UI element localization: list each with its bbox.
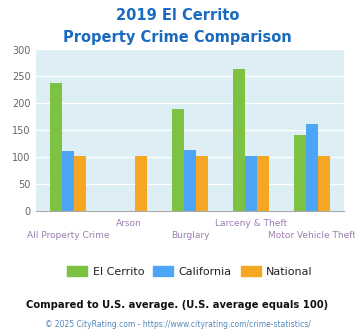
Text: © 2025 CityRating.com - https://www.cityrating.com/crime-statistics/: © 2025 CityRating.com - https://www.city…	[45, 320, 310, 329]
Bar	[233, 69, 245, 211]
Bar	[135, 156, 147, 211]
Bar	[171, 109, 184, 211]
Bar	[294, 135, 306, 211]
Bar	[318, 156, 330, 211]
Bar	[62, 151, 74, 211]
Text: Arson: Arson	[116, 219, 142, 228]
Bar	[306, 124, 318, 211]
Text: Compared to U.S. average. (U.S. average equals 100): Compared to U.S. average. (U.S. average …	[26, 300, 329, 310]
Bar	[257, 156, 269, 211]
Text: 2019 El Cerrito: 2019 El Cerrito	[116, 8, 239, 23]
Bar	[184, 150, 196, 211]
Bar	[50, 83, 62, 211]
Text: Motor Vehicle Theft: Motor Vehicle Theft	[268, 231, 355, 240]
Text: All Property Crime: All Property Crime	[27, 231, 109, 240]
Bar	[245, 156, 257, 211]
Text: Burglary: Burglary	[171, 231, 209, 240]
Bar	[196, 156, 208, 211]
Text: Larceny & Theft: Larceny & Theft	[215, 219, 287, 228]
Bar	[74, 156, 86, 211]
Legend: El Cerrito, California, National: El Cerrito, California, National	[62, 262, 317, 282]
Text: Property Crime Comparison: Property Crime Comparison	[63, 30, 292, 45]
